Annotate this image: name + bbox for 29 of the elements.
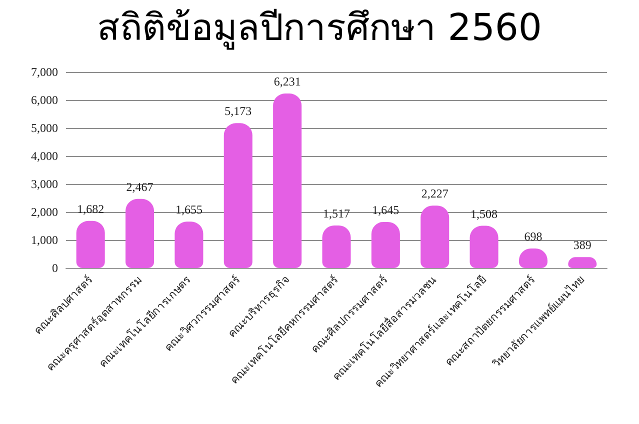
data-label: 1,682 [77,202,104,216]
data-label: 698 [524,229,542,244]
data-label: 2,227 [421,186,448,201]
y-tick-label: 1,000 [31,233,58,247]
y-tick-label: 6,000 [31,93,58,107]
bar [420,206,450,268]
bar [126,198,154,268]
bar [273,94,302,268]
bar [322,226,351,268]
y-tick-label: 0 [52,261,58,275]
bar [470,226,498,268]
y-tick-label: 4,000 [31,149,58,163]
y-tick-label: 7,000 [31,65,58,79]
data-label: 389 [573,238,592,252]
chart-title: สถิติข้อมูลปีการศึกษา 2560 [97,6,542,50]
bar [174,222,204,268]
data-label: 5,173 [224,104,252,118]
y-tick-label: 2,000 [31,205,58,219]
y-tick-label: 5,000 [31,121,58,135]
data-label: 1,517 [323,206,350,221]
data-label: 1,508 [470,206,498,221]
bar [76,220,105,268]
y-tick-label: 3,000 [31,177,58,191]
data-label: 1,655 [175,202,202,217]
data-label: 6,231 [274,74,301,89]
bar [224,123,252,268]
data-label: 2,467 [126,180,154,194]
data-label: 1,645 [372,202,400,217]
bar [371,222,400,268]
